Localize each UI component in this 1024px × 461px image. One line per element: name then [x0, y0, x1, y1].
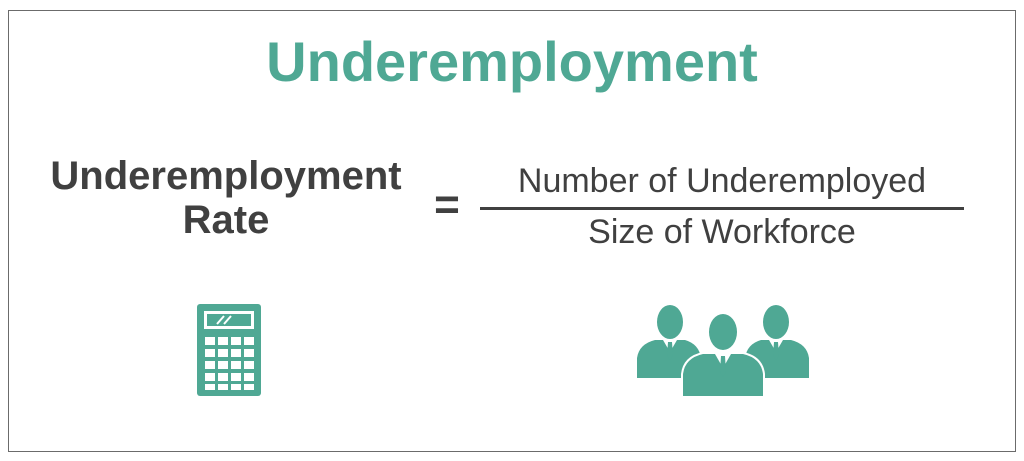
- equals-sign: =: [434, 180, 460, 229]
- people-group-icon: [637, 305, 809, 396]
- lhs-line-1: Underemployment: [50, 154, 402, 198]
- formula-lhs: Underemployment Rate: [30, 154, 422, 242]
- fraction-line: [480, 207, 964, 210]
- formula-numerator: Number of Underemployed: [517, 162, 927, 200]
- formula-denominator: Size of Workforce: [588, 213, 856, 251]
- lhs-line-2: Rate: [182, 198, 270, 242]
- page-title: Underemployment: [266, 30, 758, 93]
- card-frame: [8, 10, 1016, 452]
- calculator-icon: [197, 304, 261, 396]
